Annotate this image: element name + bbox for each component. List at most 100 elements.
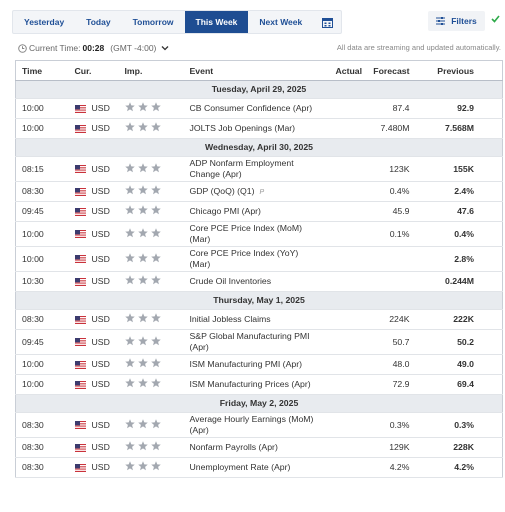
date-row: Tuesday, April 29, 2025 — [15, 80, 503, 99]
tab[interactable]: Next Week — [259, 17, 303, 27]
previous-cell: 228K — [415, 437, 503, 458]
tab-bar: Yesterday Today Tomorrow This Week Next Week — [12, 10, 343, 34]
event-row[interactable]: 08:30 USD GDP (QoQ) (Q1) P 0.4% 2.4% — [15, 181, 503, 202]
currency-code: USD — [91, 359, 110, 369]
importance-star — [124, 461, 135, 471]
event-cell: ADP Nonfarm Employment Change (Apr) — [183, 156, 330, 182]
event-row[interactable]: 10:00 USD ISM Manufacturing Prices (Apr) 72… — [15, 374, 503, 395]
importance-star — [137, 418, 148, 428]
currency-code: USD — [91, 379, 110, 389]
event-cell: JOLTS Job Openings (Mar) — [183, 118, 330, 139]
timezone[interactable]: (GMT -4:00) — [110, 43, 157, 53]
previous: 49.0 — [457, 359, 474, 369]
flag-stripe — [74, 168, 86, 170]
flag-stripe — [74, 464, 86, 466]
flag-stripe — [74, 126, 86, 128]
flag-stripe — [74, 261, 86, 263]
timezone-dropdown[interactable] — [161, 45, 169, 51]
calendar-button[interactable] — [313, 11, 341, 33]
event-row[interactable]: 08:30 USD Unemployment Rate (Apr) 4.2% 4.2% — [15, 457, 503, 478]
importance-star — [137, 122, 148, 132]
importance-cell — [118, 181, 184, 202]
flag-canton — [74, 380, 80, 385]
importance-star — [137, 162, 148, 172]
event-row[interactable]: 10:30 USD Crude Oil Inventories 0.244M — [15, 271, 503, 292]
event-time: 10:00 — [15, 374, 69, 395]
currency-cell: USD — [68, 329, 119, 355]
importance-cell — [118, 201, 184, 222]
flag-stripe — [74, 363, 86, 366]
time-label: Current Time: — [29, 43, 81, 53]
event-time: 08:30 — [15, 457, 69, 478]
flag-stripe — [74, 207, 86, 209]
event-name: Initial Jobless Claims — [189, 314, 271, 324]
currency: USD — [74, 276, 113, 287]
currency-code: USD — [91, 336, 110, 347]
flag-stripe — [74, 110, 86, 112]
event-row[interactable]: 08:30 USD Initial Jobless Claims 224K 222K — [15, 309, 503, 330]
flag-stripe — [74, 210, 86, 213]
previous: 69.4 — [457, 379, 474, 389]
event-row[interactable]: 09:45 USD Chicago PMI (Apr) 45.9 47.6 — [15, 201, 503, 222]
us-flag — [74, 380, 86, 389]
forecast-cell: 0.3% — [365, 412, 416, 438]
tab[interactable]: Today — [86, 17, 111, 27]
previous-cell: 7.568M — [415, 118, 503, 139]
event-row[interactable]: 10:00 USD Core PCE Price Index (YoY) (Mar) 2… — [15, 246, 503, 272]
importance-cell — [118, 457, 184, 478]
clock-icon — [18, 43, 27, 53]
event-row[interactable]: 09:45 USD S&P Global Manufacturing PMI (Apr… — [15, 329, 503, 355]
date-row: Thursday, May 1, 2025 — [15, 291, 503, 310]
flag-stripe — [74, 127, 86, 130]
flag-canton — [74, 207, 80, 212]
event-name: JOLTS Job Openings (Mar) — [189, 123, 296, 133]
flag-stripe — [74, 321, 86, 323]
actual-cell — [329, 354, 366, 375]
event-cell: ISM Manufacturing PMI (Apr) — [183, 354, 330, 375]
currency-cell: USD — [68, 118, 119, 139]
importance-cell — [118, 354, 184, 375]
importance — [124, 102, 161, 112]
us-flag — [74, 421, 86, 429]
flag-canton — [74, 443, 80, 448]
currency: USD — [74, 186, 113, 197]
event-row[interactable]: 10:00 USD JOLTS Job Openings (Mar) 7.480M 7.… — [15, 118, 503, 139]
tab[interactable]: This Week — [184, 11, 249, 33]
actual-cell — [329, 457, 366, 478]
actual-cell — [329, 329, 366, 355]
previous-cell: 4.2% — [415, 457, 503, 478]
currency-cell: USD — [68, 354, 119, 375]
tab[interactable]: Yesterday — [24, 17, 65, 27]
event-row[interactable]: 08:15 USD ADP Nonfarm Employment Change (Ap… — [15, 156, 503, 182]
flag-stripe — [74, 423, 86, 425]
flag-stripe — [74, 469, 86, 471]
flag-stripe — [74, 468, 86, 470]
flag-stripe — [74, 260, 86, 262]
event-row[interactable]: 08:30 USD Nonfarm Payrolls (Apr) 129K 228K — [15, 437, 503, 458]
flag-stripe — [74, 443, 86, 445]
importance-star — [137, 335, 148, 345]
importance-star — [137, 252, 148, 262]
flag-stripe — [74, 444, 86, 446]
importance — [124, 358, 161, 368]
event-row[interactable]: 10:00 USD ISM Manufacturing PMI (Apr) 48.0 4… — [15, 354, 503, 375]
previous: 222K — [453, 314, 474, 324]
event-row[interactable]: 10:00 USD Core PCE Price Index (MoM) (Mar) 0… — [15, 221, 503, 247]
flag-canton — [74, 360, 80, 365]
importance-star — [137, 227, 148, 237]
flag-stripe — [74, 255, 86, 257]
flag-stripe — [74, 361, 86, 363]
event-time: 10:00 — [15, 118, 69, 139]
event-name: Chicago PMI (Apr) — [189, 206, 261, 216]
flag-stripe — [74, 258, 86, 260]
column-header: Previous — [415, 60, 503, 81]
tab[interactable]: Tomorrow — [132, 17, 174, 27]
previous: 47.6 — [457, 206, 474, 216]
filters-button[interactable]: Filters — [428, 11, 485, 31]
date: Wednesday, April 30, 2025 — [15, 138, 503, 157]
previous: 0.4% — [454, 228, 474, 239]
event-row[interactable]: 08:30 USD Average Hourly Earnings (MoM) (Ap… — [15, 412, 503, 438]
flag-stripe — [74, 107, 86, 110]
event-row[interactable]: 10:00 USD CB Consumer Confidence (Apr) 87.4… — [15, 98, 503, 119]
flag-stripe — [74, 339, 86, 341]
